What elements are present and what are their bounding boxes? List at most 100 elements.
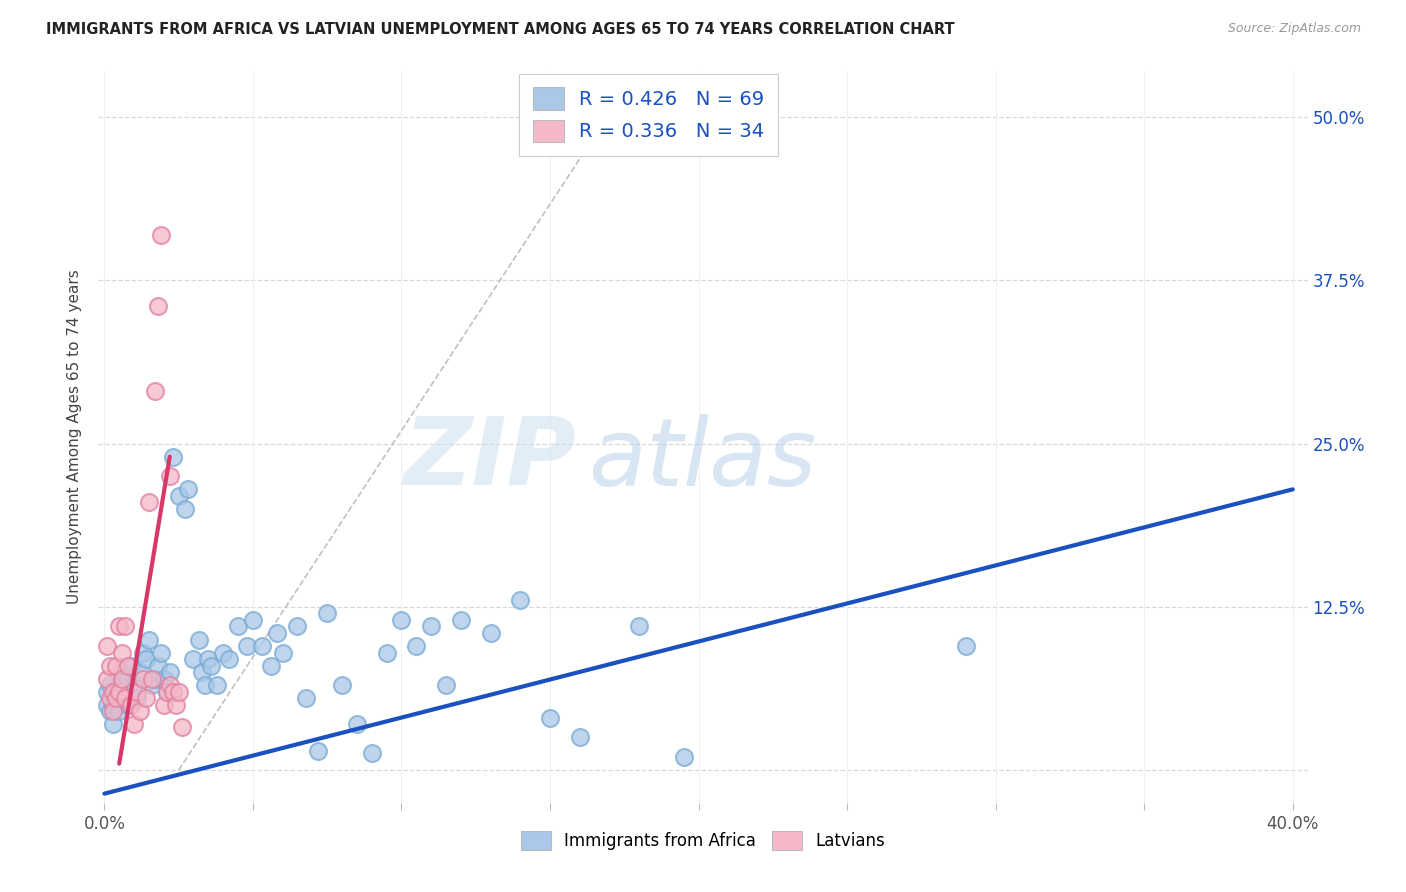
Point — [479, 626, 502, 640]
Point — [236, 639, 259, 653]
Point — [509, 593, 531, 607]
Point — [156, 685, 179, 699]
Point — [108, 619, 131, 633]
Point — [149, 227, 172, 242]
Point — [450, 613, 472, 627]
Point — [191, 665, 214, 680]
Point — [111, 665, 134, 680]
Point — [96, 672, 118, 686]
Point — [194, 678, 217, 692]
Point — [375, 646, 398, 660]
Point — [167, 685, 190, 699]
Point — [125, 685, 148, 699]
Point — [146, 658, 169, 673]
Point — [105, 691, 128, 706]
Point — [162, 685, 184, 699]
Point — [405, 639, 427, 653]
Point — [103, 705, 125, 719]
Point — [146, 300, 169, 314]
Point — [138, 632, 160, 647]
Point — [212, 646, 235, 660]
Point — [122, 717, 145, 731]
Point — [105, 658, 128, 673]
Y-axis label: Unemployment Among Ages 65 to 74 years: Unemployment Among Ages 65 to 74 years — [67, 269, 83, 605]
Point — [111, 646, 134, 660]
Point — [420, 619, 443, 633]
Point — [165, 698, 187, 712]
Point — [103, 685, 125, 699]
Point — [170, 720, 193, 734]
Point — [250, 639, 273, 653]
Point — [672, 750, 695, 764]
Point — [173, 502, 195, 516]
Point — [141, 672, 163, 686]
Point — [330, 678, 353, 692]
Point — [260, 658, 283, 673]
Point — [197, 652, 219, 666]
Point — [111, 685, 134, 699]
Point — [717, 110, 740, 124]
Point — [120, 658, 142, 673]
Point — [628, 619, 651, 633]
Point — [98, 691, 121, 706]
Point — [568, 731, 591, 745]
Point — [108, 678, 131, 692]
Point — [295, 691, 318, 706]
Point — [125, 691, 148, 706]
Point — [103, 698, 125, 712]
Text: atlas: atlas — [588, 414, 817, 505]
Legend: Immigrants from Africa, Latvians: Immigrants from Africa, Latvians — [513, 824, 893, 856]
Point — [316, 607, 339, 621]
Point — [167, 489, 190, 503]
Point — [360, 746, 382, 760]
Point — [226, 619, 249, 633]
Text: ZIP: ZIP — [404, 413, 576, 505]
Point — [117, 672, 139, 686]
Point — [138, 495, 160, 509]
Point — [162, 450, 184, 464]
Point — [129, 705, 152, 719]
Point — [117, 658, 139, 673]
Point — [141, 678, 163, 692]
Point — [152, 672, 174, 686]
Point — [98, 678, 121, 692]
Point — [122, 678, 145, 692]
Point — [149, 646, 172, 660]
Point — [129, 665, 152, 680]
Point — [96, 639, 118, 653]
Point — [132, 672, 155, 686]
Point — [200, 658, 222, 673]
Point — [114, 691, 136, 706]
Point — [207, 678, 229, 692]
Point — [538, 711, 561, 725]
Point — [159, 469, 181, 483]
Point — [120, 698, 142, 712]
Point — [111, 672, 134, 686]
Point — [96, 698, 118, 712]
Point — [176, 483, 198, 497]
Point — [183, 652, 205, 666]
Point — [98, 705, 121, 719]
Point — [159, 665, 181, 680]
Point — [103, 717, 125, 731]
Point — [135, 652, 157, 666]
Point — [434, 678, 457, 692]
Point — [135, 691, 157, 706]
Point — [143, 384, 166, 399]
Point — [96, 685, 118, 699]
Point — [114, 691, 136, 706]
Point — [105, 691, 128, 706]
Point — [114, 619, 136, 633]
Point — [271, 646, 294, 660]
Point — [117, 698, 139, 712]
Point — [156, 685, 179, 699]
Point — [188, 632, 211, 647]
Point — [152, 698, 174, 712]
Point — [287, 619, 309, 633]
Point — [218, 652, 240, 666]
Point — [391, 613, 413, 627]
Point — [955, 639, 977, 653]
Point — [132, 646, 155, 660]
Point — [108, 705, 131, 719]
Text: IMMIGRANTS FROM AFRICA VS LATVIAN UNEMPLOYMENT AMONG AGES 65 TO 74 YEARS CORRELA: IMMIGRANTS FROM AFRICA VS LATVIAN UNEMPL… — [46, 22, 955, 37]
